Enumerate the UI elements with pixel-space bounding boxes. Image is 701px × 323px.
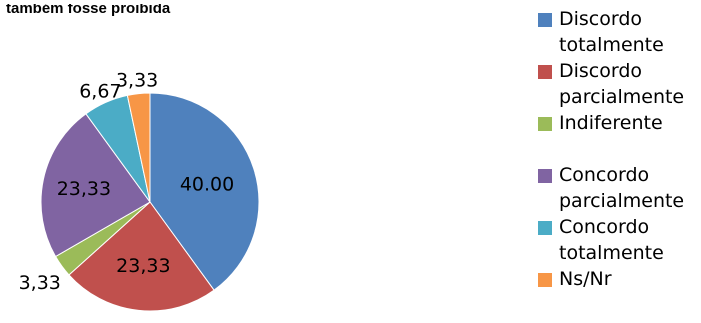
legend-label-line1: Concordo xyxy=(559,216,650,238)
legend-label-line2: totalmente xyxy=(559,34,664,56)
pie-slice-discordo-totalmente xyxy=(149,92,260,291)
pie-slice-concordo-parcialmente xyxy=(40,113,151,258)
legend-item-discordo-totalmente: Discordo totalmente xyxy=(538,6,698,58)
data-label-concordo-parcialmente: 23,33 xyxy=(57,178,111,200)
data-label-discordo-totalmente: 40.00 xyxy=(180,173,234,195)
legend-label-line2: parcialmente xyxy=(559,86,685,108)
legend-label-line2: parcialmente xyxy=(559,190,685,212)
legend-label-line1: Ns/Nr xyxy=(559,268,612,290)
data-label-indiferente: 3,33 xyxy=(19,272,61,294)
legend-item-discordo-parcialmente: Discordo parcialmente xyxy=(538,58,698,110)
legend-item-concordo-totalmente: Concordo totalmente xyxy=(538,214,698,266)
data-label-concordo-totalmente: 6,67 xyxy=(79,80,121,102)
pie-slice-ns-nr xyxy=(126,92,151,203)
legend-item-indiferente: Indiferente xyxy=(538,110,698,162)
legend-swatch xyxy=(538,13,552,27)
data-label-ns-nr: 3,33 xyxy=(116,70,158,92)
chart-title-text: também fosse proibida xyxy=(6,4,171,17)
legend-swatch xyxy=(538,273,552,287)
legend-label-line1: Indiferente xyxy=(559,112,663,134)
legend-swatch xyxy=(538,221,552,235)
legend-label-line1: Concordo xyxy=(559,164,650,186)
legend: Discordo totalmente Discordo parcialment… xyxy=(538,6,698,318)
legend-label-line1: Discordo xyxy=(559,8,643,30)
legend-label-line1: Discordo xyxy=(559,60,643,82)
legend-label-line2: totalmente xyxy=(559,242,664,264)
legend-swatch xyxy=(538,117,552,131)
legend-item-concordo-parcialmente: Concordo parcialmente xyxy=(538,162,698,214)
pie-slice-discordo-parcialmente xyxy=(68,201,215,312)
data-label-discordo-parcialmente: 23,33 xyxy=(116,255,170,277)
legend-swatch xyxy=(538,169,552,183)
legend-swatch xyxy=(538,65,552,79)
chart-title: também fosse proibida xyxy=(6,4,566,32)
legend-item-ns-nr: Ns/Nr xyxy=(538,266,698,318)
